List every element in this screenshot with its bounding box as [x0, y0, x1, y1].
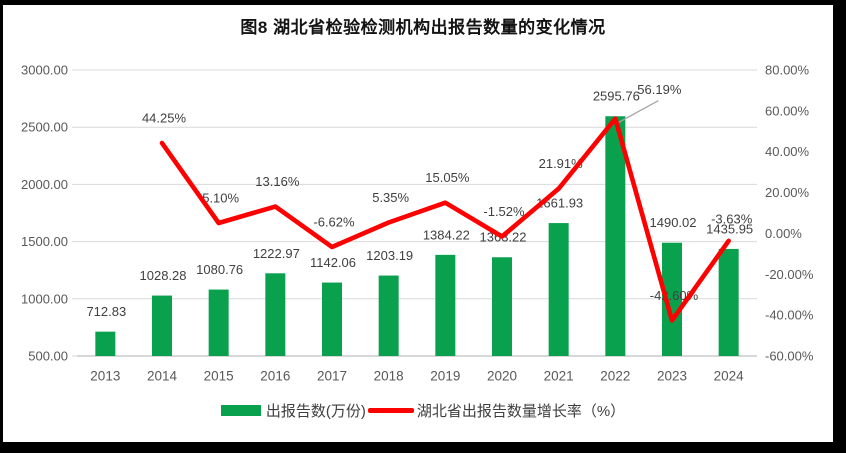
bar-2024: [718, 248, 739, 356]
x-axis-label: 2020: [487, 369, 517, 384]
left-axis-tick-label: 1000.00: [21, 291, 68, 306]
bar-value-label: 1435.95: [706, 221, 753, 236]
bar-value-label: 1028.28: [140, 268, 187, 283]
x-axis-label: 2018: [374, 369, 404, 384]
bar-2022: [605, 116, 626, 356]
legend-label-growth: 湖北省出报告数量增长率（%）: [416, 403, 626, 420]
chart-title: 图8 湖北省检验检测机构出报告数量的变化情况: [240, 18, 606, 37]
x-axis-label: 2015: [204, 369, 234, 384]
x-axis-label: 2024: [714, 369, 745, 384]
bar-2021: [548, 223, 569, 356]
bar-2014: [152, 295, 172, 356]
right-axis-tick-label: -60.00%: [765, 349, 814, 364]
right-axis-tick-label: -20.00%: [765, 267, 814, 282]
x-axis-label: 2014: [147, 369, 178, 384]
bar-series-swatch-icon: [220, 405, 261, 416]
bar-2013: [95, 331, 116, 356]
growth-value-label: 5.35%: [372, 190, 409, 205]
x-axis-label: 2017: [317, 369, 347, 384]
chart-legend: 出报告数(万份) 湖北省出报告数量增长率（%）: [0, 400, 846, 421]
label-leader-line: [616, 100, 659, 125]
left-axis-tick-label: 500.00: [28, 349, 68, 364]
bar-value-label: 1222.97: [253, 246, 300, 261]
bar-2015: [208, 289, 229, 356]
figure-background: [3, 5, 833, 442]
growth-value-label: 5.10%: [202, 191, 239, 206]
growth-value-label: -6.62%: [313, 214, 355, 229]
right-axis-tick-label: -40.00%: [765, 308, 814, 323]
growth-value-label: -1.52%: [483, 204, 525, 219]
bar-2020: [492, 257, 512, 356]
x-axis-label: 2019: [430, 369, 460, 384]
bar-2018: [378, 275, 399, 356]
legend-item-reports: 出报告数(万份): [220, 400, 366, 421]
growth-line: [159, 116, 731, 323]
x-axis-label: 2013: [90, 369, 120, 384]
right-axis-tick-label: 0.00%: [765, 226, 802, 241]
bar-2019: [435, 254, 456, 356]
growth-value-label: 15.05%: [425, 170, 470, 185]
left-axis-tick-label: 3000.00: [21, 63, 68, 78]
x-axis-label: 2022: [600, 369, 630, 384]
left-axis-tick-label: 2000.00: [21, 177, 68, 192]
growth-value-label: 56.19%: [637, 82, 682, 97]
bar-value-label: 1490.02: [650, 215, 697, 230]
bar-value-label: 1203.19: [366, 248, 413, 263]
right-axis-tick-label: 40.00%: [765, 144, 810, 159]
bar-2017: [322, 282, 342, 356]
legend-item-growth: 湖北省出报告数量增长率（%）: [367, 400, 626, 421]
bar-2016: [265, 273, 286, 356]
growth-value-label: 21.91%: [539, 156, 584, 171]
right-axis-tick-label: 80.00%: [765, 63, 810, 78]
left-axis-tick-label: 2500.00: [21, 120, 68, 135]
left-axis-tick-label: 1500.00: [21, 234, 68, 249]
x-axis-label: 2021: [544, 369, 574, 384]
bar-value-label: 1080.76: [196, 262, 243, 277]
line-series-swatch-icon: [367, 408, 414, 413]
growth-value-label: -3.63%: [711, 211, 753, 226]
legend-label-reports: 出报告数(万份): [265, 403, 366, 420]
bar-value-label: 712.83: [86, 304, 126, 319]
right-axis-tick-label: 20.00%: [765, 185, 810, 200]
right-axis-tick-label: 60.00%: [765, 103, 810, 118]
bar-value-label: 1142.06: [310, 255, 356, 270]
bar-value-label: 2595.76: [593, 89, 640, 104]
x-axis-label: 2016: [260, 369, 290, 384]
bar-value-label: 1384.22: [423, 227, 470, 242]
growth-value-label: 44.25%: [142, 111, 187, 126]
x-axis-label: 2023: [657, 369, 687, 384]
bar-2023: [662, 242, 682, 356]
growth-value-label: 13.16%: [255, 174, 300, 189]
